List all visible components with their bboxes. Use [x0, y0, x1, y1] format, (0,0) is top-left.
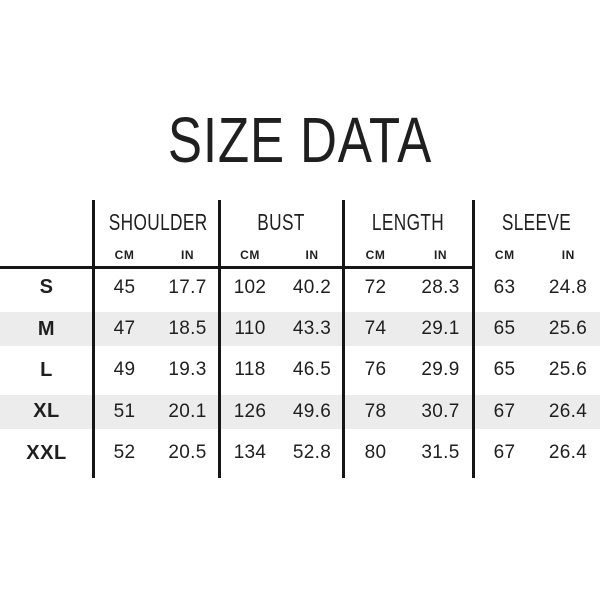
table-cell: 102 — [233, 276, 267, 298]
table-cell: 29.1 — [421, 318, 460, 340]
column-label: SHOULDER — [108, 209, 208, 235]
size-label: S — [39, 276, 54, 299]
table-cell: 25.6 — [548, 359, 588, 381]
table-cell: 65 — [493, 318, 516, 340]
table-cell: 126 — [233, 400, 267, 422]
table-cell: 67 — [493, 442, 516, 464]
table-cell: 31.5 — [421, 442, 460, 464]
column-divider-line — [92, 200, 95, 478]
table-cell: 72 — [364, 276, 387, 298]
table-row: S 45 17.7 102 40.2 72 28.3 63 24.8 — [0, 267, 600, 308]
table-cell: 26.4 — [548, 442, 588, 464]
unit-row: CM IN — [93, 248, 219, 262]
table-cell: 28.3 — [421, 276, 460, 298]
unit-label-cm: CM — [240, 248, 260, 262]
column-group-sleeve: SLEEVE CM IN — [473, 200, 600, 267]
table-cell: 43.3 — [292, 318, 332, 340]
header-divider-line — [0, 266, 474, 269]
table-cell: 45 — [113, 276, 136, 298]
column-label: BUST — [257, 209, 305, 235]
column-label: SLEEVE — [501, 209, 572, 235]
table-cell: 65 — [493, 359, 516, 381]
column-group-length: LENGTH CM IN — [343, 200, 473, 267]
size-label: M — [37, 317, 56, 340]
size-column-header — [0, 200, 93, 267]
table-cell: 18.5 — [168, 318, 207, 340]
table-cell: 134 — [233, 442, 267, 464]
table-cell: 24.8 — [548, 276, 588, 298]
table-cell: 80 — [364, 442, 387, 464]
table-cell: 78 — [364, 400, 387, 422]
table-cell: 26.4 — [548, 400, 588, 422]
table-cell: 20.1 — [168, 400, 207, 422]
table-cell: 19.3 — [168, 359, 207, 381]
column-group-bust: BUST CM IN — [219, 200, 343, 267]
column-group-shoulder: SHOULDER CM IN — [93, 200, 219, 267]
table-cell: 29.9 — [421, 359, 460, 381]
table-cell: 52 — [113, 442, 136, 464]
table-cell: 20.5 — [168, 442, 207, 464]
column-divider-line — [472, 200, 475, 478]
table-row: XXL 52 20.5 134 52.8 80 31.5 67 26.4 — [0, 433, 600, 474]
unit-label-cm: CM — [114, 248, 135, 262]
size-label: XL — [33, 400, 60, 423]
column-divider-line — [342, 200, 345, 478]
column-divider-line — [218, 200, 221, 478]
table-row: M 47 18.5 110 43.3 74 29.1 65 25.6 — [0, 308, 600, 350]
table-cell: 110 — [234, 318, 266, 340]
table-cell: 46.5 — [292, 359, 332, 381]
table-cell: 74 — [364, 318, 387, 340]
table-cell: 51 — [113, 400, 136, 422]
unit-row: CM IN — [219, 248, 343, 262]
table-cell: 40.2 — [292, 276, 332, 298]
table-cell: 30.7 — [421, 400, 460, 422]
table-cell: 118 — [234, 359, 266, 381]
unit-label-in: IN — [434, 248, 447, 262]
page-title: SIZE DATA — [167, 104, 433, 176]
table-cell: 52.8 — [292, 442, 332, 464]
table-cell: 67 — [493, 400, 516, 422]
table-row: XL 51 20.1 126 49.6 78 30.7 67 26.4 — [0, 391, 600, 433]
unit-label-in: IN — [305, 248, 319, 262]
unit-row: CM IN — [343, 248, 473, 262]
table-cell: 17.7 — [168, 276, 207, 298]
table-cell: 25.6 — [548, 318, 588, 340]
column-label: LENGTH — [371, 209, 445, 235]
table-cell: 76 — [364, 359, 387, 381]
table-cell: 47 — [113, 318, 136, 340]
size-label: L — [40, 358, 53, 381]
table-row: L 49 19.3 118 46.5 76 29.9 65 25.6 — [0, 350, 600, 391]
unit-row: CM IN — [473, 248, 600, 262]
size-table: SHOULDER CM IN BUST CM IN LENGTH CM IN — [0, 200, 600, 480]
unit-label-cm: CM — [365, 248, 386, 262]
table-cell: 49 — [113, 359, 136, 381]
table-body: S 45 17.7 102 40.2 72 28.3 63 24.8 M 47 18.5 110 43.3… — [0, 267, 600, 474]
size-label: XXL — [26, 441, 67, 464]
unit-label-in: IN — [561, 248, 575, 262]
unit-label-cm: CM — [494, 248, 515, 262]
table-header-row: SHOULDER CM IN BUST CM IN LENGTH CM IN — [0, 200, 600, 267]
unit-label-in: IN — [181, 248, 194, 262]
table-cell: 63 — [493, 276, 516, 298]
table-cell: 49.6 — [292, 400, 332, 422]
